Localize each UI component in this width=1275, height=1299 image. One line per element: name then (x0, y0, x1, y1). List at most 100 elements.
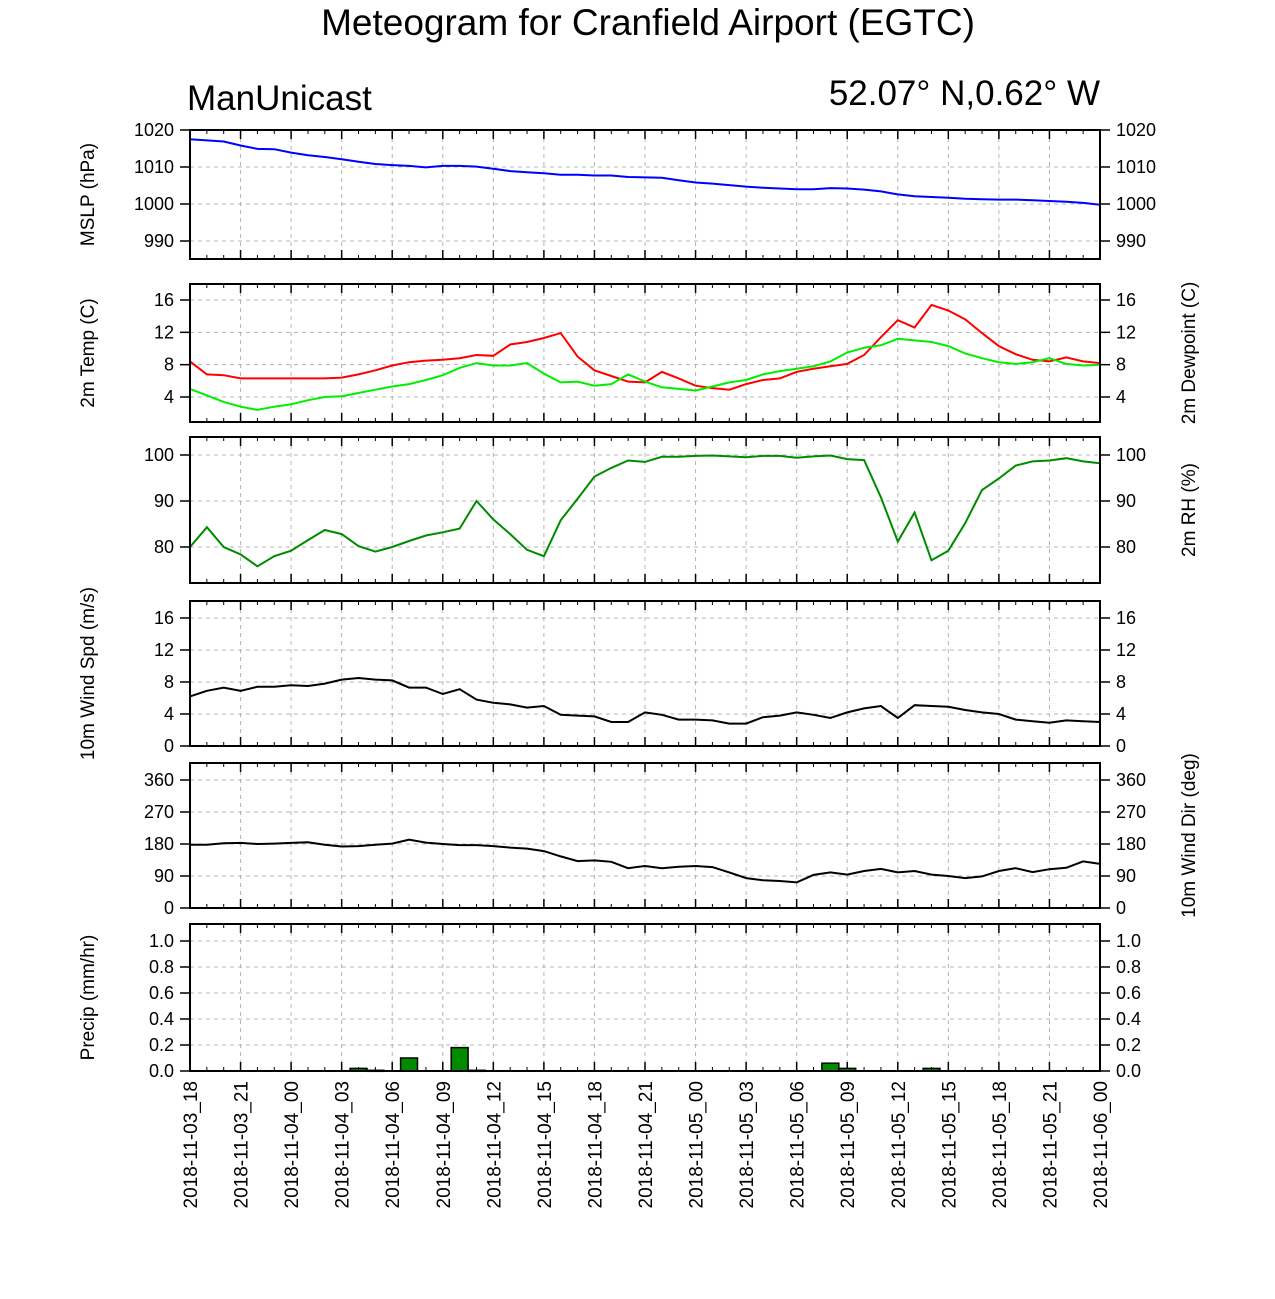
y-tick-label-left: 0.0 (149, 1061, 174, 1081)
panel-5: 0 0 90 90 180 180 270 270 360 360 10m Wind Dir (de… (144, 753, 1200, 918)
y-tick-label-right: 990 (1116, 231, 1146, 251)
x-tick-label: 2018-11-05_09 (838, 1081, 859, 1208)
x-tick-label: 2018-11-04_06 (383, 1081, 404, 1208)
y-axis-label-left: 2m Temp (C) (78, 298, 99, 407)
y-tick-label-left: 4 (164, 704, 174, 724)
y-tick-label-left: 1000 (134, 194, 174, 214)
y-tick-label-left: 990 (144, 231, 174, 251)
y-axis-label-left: 10m Wind Spd (m/s) (78, 587, 99, 760)
y-tick-label-right: 1000 (1116, 194, 1156, 214)
panel-frame (189, 129, 1101, 260)
y-tick-label-right: 12 (1116, 322, 1136, 342)
y-tick-label-right: 270 (1116, 802, 1146, 822)
y-tick-label-right: 180 (1116, 834, 1146, 854)
y-tick-label-right: 0.8 (1116, 957, 1141, 977)
y-tick-label-right: 360 (1116, 770, 1146, 790)
y-tick-label-right: 0.2 (1116, 1035, 1141, 1055)
y-tick-label-left: 16 (154, 290, 174, 310)
y-tick-label-left: 90 (154, 491, 174, 511)
y-tick-label-right: 90 (1116, 866, 1136, 886)
x-tick-label: 2018-11-05_15 (939, 1081, 960, 1208)
panel-frame (189, 923, 1101, 1072)
y-tick-label-left: 360 (144, 770, 174, 790)
x-tick-label: 2018-11-05_12 (889, 1081, 910, 1208)
series-line-rh (189, 454, 1101, 568)
panel-frame (189, 762, 1101, 909)
y-tick-label-left: 0.2 (149, 1035, 174, 1055)
x-tick-label: 2018-11-04_18 (585, 1081, 606, 1208)
y-tick-label-left: 0.4 (149, 1009, 174, 1029)
y-tick-label-left: 8 (164, 355, 174, 375)
y-tick-label-right: 80 (1116, 537, 1136, 557)
y-tick-label-right: 16 (1116, 290, 1136, 310)
y-tick-label-left: 0 (164, 898, 174, 918)
series-line-wind (189, 676, 1101, 725)
x-tick-label: 2018-11-04_15 (535, 1081, 556, 1208)
series-line-mslp (189, 138, 1101, 206)
chart-title: Meteogram for Cranfield Airport (EGTC) (321, 2, 975, 43)
y-tick-label-right: 4 (1116, 704, 1126, 724)
x-tick-label: 2018-11-05_00 (687, 1081, 708, 1208)
y-tick-label-left: 0 (164, 736, 174, 756)
y-axis-label-left: MSLP (hPa) (78, 143, 99, 246)
y-axis-label-right: 10m Wind Dir (deg) (1179, 753, 1200, 918)
precip-bar (821, 1062, 840, 1072)
x-tick-label: 2018-11-05_21 (1040, 1081, 1061, 1208)
x-tick-label: 2018-11-04_12 (484, 1081, 505, 1208)
x-tick-label: 2018-11-06_00 (1091, 1081, 1112, 1208)
y-tick-label-left: 16 (154, 608, 174, 628)
y-tick-label-left: 1.0 (149, 931, 174, 951)
x-tick-label: 2018-11-03_21 (232, 1081, 253, 1208)
panel-4: 0 0 4 4 8 8 12 12 16 16 10m Wind Spd (m/s) (78, 587, 1136, 760)
y-tick-label-right: 16 (1116, 608, 1136, 628)
series-line-dewpoint (189, 337, 1101, 411)
series-line-wind (190, 838, 1101, 884)
panel-2: 4 4 8 8 12 12 16 16 2m Temp (C) 2m Dewpoint (C) (78, 282, 1200, 425)
panel-3: 80 80 90 90 100 100 2m RH (%) (144, 436, 1200, 584)
y-tick-label-right: 0.6 (1116, 983, 1141, 1003)
y-tick-label-right: 4 (1116, 387, 1126, 407)
y-axis-label-right: 2m RH (%) (1179, 463, 1200, 557)
y-tick-label-left: 12 (154, 322, 174, 342)
precip-bar (399, 1057, 419, 1072)
y-tick-label-right: 1010 (1116, 157, 1156, 177)
panel-frame (189, 436, 1101, 584)
y-tick-label-right: 0.4 (1116, 1009, 1141, 1029)
panel-6: 0.0 0.0 0.2 0.2 0.4 0.4 0.6 0.6 0.8 0.8 1.0 1.0 Prec… (78, 923, 1141, 1081)
x-tick-label: 2018-11-04_00 (282, 1081, 303, 1208)
y-tick-label-left: 100 (144, 445, 174, 465)
x-tick-label: 2018-11-05_03 (737, 1081, 758, 1208)
x-tick-label: 2018-11-04_09 (434, 1081, 455, 1208)
model-label: ManUnicast (187, 79, 372, 118)
panel-frame (189, 600, 1101, 747)
y-tick-label-left: 8 (164, 672, 174, 692)
y-tick-label-right: 8 (1116, 672, 1126, 692)
x-tick-label: 2018-11-04_21 (636, 1081, 657, 1208)
y-tick-label-right: 8 (1116, 355, 1126, 375)
y-tick-label-left: 1010 (134, 157, 174, 177)
panel-frame (189, 283, 1101, 423)
y-tick-label-left: 0.8 (149, 957, 174, 977)
y-tick-label-right: 1020 (1116, 120, 1156, 140)
y-tick-label-right: 100 (1116, 445, 1146, 465)
y-tick-label-left: 270 (144, 802, 174, 822)
coordinates-label: 52.07° N,0.62° W (828, 74, 1100, 113)
y-tick-label-right: 0.0 (1116, 1061, 1141, 1081)
y-tick-label-right: 90 (1116, 491, 1136, 511)
x-tick-label: 2018-11-05_06 (788, 1081, 809, 1208)
x-tick-label: 2018-11-03_18 (181, 1081, 202, 1208)
x-tick-label: 2018-11-04_03 (333, 1081, 354, 1208)
y-tick-label-right: 12 (1116, 640, 1136, 660)
y-tick-label-right: 0 (1116, 736, 1126, 756)
y-tick-label-left: 4 (164, 387, 174, 407)
y-tick-label-left: 0.6 (149, 983, 174, 1003)
y-tick-label-left: 180 (144, 834, 174, 854)
y-tick-label-left: 90 (154, 866, 174, 886)
y-tick-label-right: 0 (1116, 898, 1126, 918)
y-tick-label-left: 1020 (134, 120, 174, 140)
y-tick-label-left: 12 (154, 640, 174, 660)
panel-1: 990 990 1000 1000 1010 1010 1020 1020 MSLP (hPa) (78, 120, 1156, 260)
y-tick-label-right: 1.0 (1116, 931, 1141, 951)
y-axis-label-left: Precip (mm/hr) (78, 935, 99, 1061)
